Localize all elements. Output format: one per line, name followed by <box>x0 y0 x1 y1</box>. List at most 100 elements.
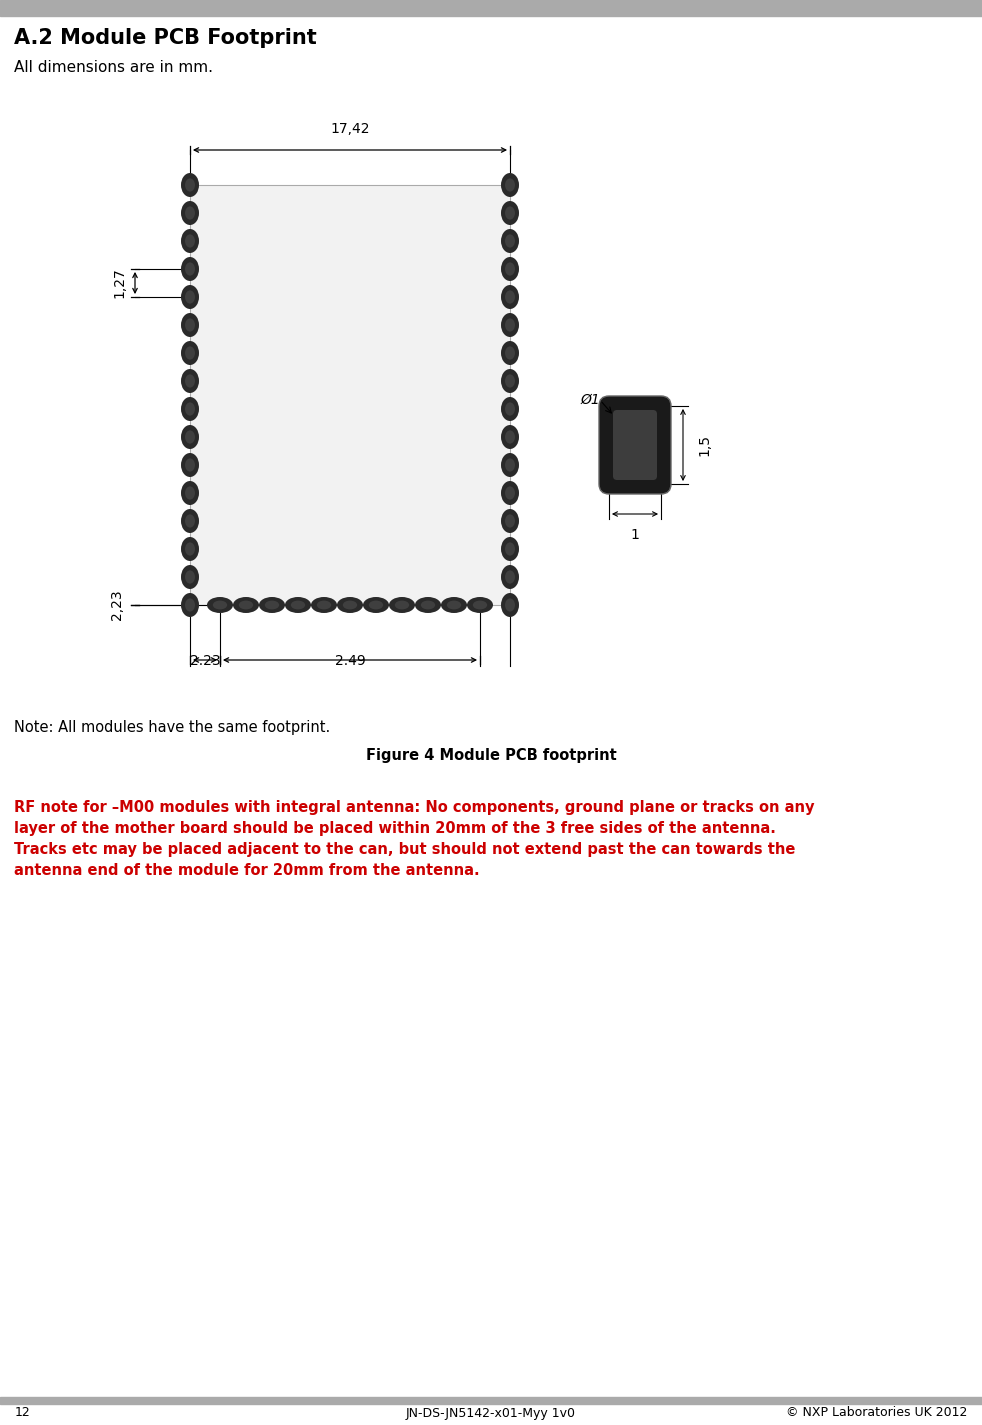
Ellipse shape <box>185 346 195 359</box>
Ellipse shape <box>181 229 199 254</box>
Text: © NXP Laboratories UK 2012: © NXP Laboratories UK 2012 <box>786 1406 967 1419</box>
Ellipse shape <box>363 597 389 613</box>
Bar <box>0 1396 982 1404</box>
Ellipse shape <box>505 402 515 416</box>
Ellipse shape <box>501 314 519 336</box>
Ellipse shape <box>181 256 199 281</box>
Bar <box>190 185 510 606</box>
FancyBboxPatch shape <box>613 410 657 480</box>
Ellipse shape <box>181 564 199 589</box>
Ellipse shape <box>505 514 515 527</box>
Ellipse shape <box>181 398 199 420</box>
Ellipse shape <box>467 597 493 613</box>
Ellipse shape <box>369 600 383 610</box>
FancyBboxPatch shape <box>599 396 671 494</box>
Text: Ø1: Ø1 <box>580 393 600 408</box>
Ellipse shape <box>185 318 195 332</box>
Ellipse shape <box>505 318 515 332</box>
Ellipse shape <box>185 291 195 304</box>
Text: 1,27: 1,27 <box>112 268 126 298</box>
Ellipse shape <box>185 459 195 472</box>
Ellipse shape <box>317 600 331 610</box>
Ellipse shape <box>343 600 357 610</box>
Ellipse shape <box>395 600 409 610</box>
Text: JN-DS-JN5142-x01-Myy 1v0: JN-DS-JN5142-x01-Myy 1v0 <box>406 1406 576 1419</box>
Ellipse shape <box>185 207 195 219</box>
Ellipse shape <box>185 570 195 584</box>
Ellipse shape <box>415 597 441 613</box>
Ellipse shape <box>207 597 233 613</box>
Ellipse shape <box>181 314 199 336</box>
Ellipse shape <box>505 598 515 611</box>
Ellipse shape <box>185 598 195 611</box>
Ellipse shape <box>185 402 195 416</box>
Text: Figure 4 Module PCB footprint: Figure 4 Module PCB footprint <box>365 748 617 762</box>
Text: A.2 Module PCB Footprint: A.2 Module PCB Footprint <box>14 28 317 48</box>
Ellipse shape <box>185 430 195 443</box>
Text: 12: 12 <box>15 1406 30 1419</box>
Ellipse shape <box>505 207 515 219</box>
Ellipse shape <box>501 369 519 393</box>
Ellipse shape <box>505 346 515 359</box>
Ellipse shape <box>501 425 519 449</box>
Ellipse shape <box>181 425 199 449</box>
Ellipse shape <box>505 486 515 500</box>
Ellipse shape <box>505 291 515 304</box>
Text: 2,23: 2,23 <box>110 590 124 620</box>
Ellipse shape <box>337 597 363 613</box>
Ellipse shape <box>265 600 279 610</box>
Ellipse shape <box>501 201 519 225</box>
Text: 1,5: 1,5 <box>697 435 711 456</box>
Ellipse shape <box>505 543 515 556</box>
Text: 17,42: 17,42 <box>330 123 370 135</box>
Ellipse shape <box>185 486 195 500</box>
Ellipse shape <box>505 234 515 248</box>
Ellipse shape <box>181 537 199 561</box>
Ellipse shape <box>311 597 337 613</box>
Ellipse shape <box>501 285 519 309</box>
Ellipse shape <box>185 543 195 556</box>
Ellipse shape <box>501 564 519 589</box>
Ellipse shape <box>421 600 435 610</box>
Text: RF note for –M00 modules with integral antenna: No components, ground plane or t: RF note for –M00 modules with integral a… <box>14 799 814 815</box>
Ellipse shape <box>505 459 515 472</box>
Ellipse shape <box>501 256 519 281</box>
Ellipse shape <box>501 593 519 617</box>
Ellipse shape <box>441 597 467 613</box>
Ellipse shape <box>185 178 195 191</box>
Ellipse shape <box>213 600 227 610</box>
Ellipse shape <box>181 369 199 393</box>
Text: layer of the mother board should be placed within 20mm of the 3 free sides of th: layer of the mother board should be plac… <box>14 821 776 836</box>
Ellipse shape <box>501 509 519 533</box>
Ellipse shape <box>181 593 199 617</box>
Ellipse shape <box>185 262 195 275</box>
Ellipse shape <box>501 453 519 477</box>
Ellipse shape <box>505 375 515 388</box>
Ellipse shape <box>501 537 519 561</box>
Ellipse shape <box>505 262 515 275</box>
Ellipse shape <box>447 600 462 610</box>
Ellipse shape <box>181 285 199 309</box>
Ellipse shape <box>181 172 199 197</box>
Ellipse shape <box>181 201 199 225</box>
Ellipse shape <box>501 172 519 197</box>
Ellipse shape <box>239 600 253 610</box>
Ellipse shape <box>473 600 487 610</box>
Ellipse shape <box>181 453 199 477</box>
Ellipse shape <box>505 178 515 191</box>
Text: 2.23: 2.23 <box>190 654 220 668</box>
Bar <box>0 0 982 16</box>
Text: Tracks etc may be placed adjacent to the can, but should not extend past the can: Tracks etc may be placed adjacent to the… <box>14 842 795 856</box>
Ellipse shape <box>501 341 519 365</box>
Ellipse shape <box>501 482 519 504</box>
Ellipse shape <box>185 234 195 248</box>
Text: All dimensions are in mm.: All dimensions are in mm. <box>14 60 213 76</box>
Text: 2.49: 2.49 <box>335 654 365 668</box>
Ellipse shape <box>181 509 199 533</box>
Ellipse shape <box>505 430 515 443</box>
Text: Note: All modules have the same footprint.: Note: All modules have the same footprin… <box>14 720 330 735</box>
Ellipse shape <box>291 600 305 610</box>
Ellipse shape <box>285 597 311 613</box>
Ellipse shape <box>181 482 199 504</box>
Ellipse shape <box>389 597 415 613</box>
